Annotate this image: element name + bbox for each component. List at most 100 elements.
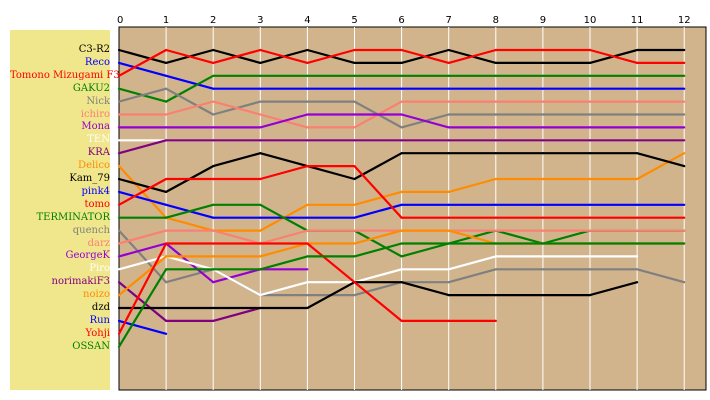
data-point (447, 48, 450, 52)
data-point (683, 281, 686, 284)
data-point (259, 74, 262, 77)
plot-area (118, 26, 707, 391)
data-point (494, 319, 497, 322)
data-point (541, 203, 545, 206)
data-point (117, 74, 121, 77)
series-line-17 (118, 255, 638, 297)
legend-entry: Nick (86, 95, 110, 107)
data-point (541, 100, 545, 103)
data-point (588, 268, 592, 271)
data-point (588, 294, 592, 297)
x-tick-label: 5 (351, 15, 357, 26)
data-point (683, 113, 686, 116)
data-point (447, 61, 450, 64)
legend-entry: tomo (84, 198, 110, 210)
data-point (636, 48, 639, 52)
data-point (117, 203, 121, 206)
legend-entry: Run (89, 314, 110, 326)
data-point (212, 216, 215, 219)
data-point (541, 61, 545, 64)
data-point (400, 152, 403, 155)
data-point (636, 229, 639, 232)
data-point (117, 255, 121, 258)
data-point (353, 281, 356, 284)
data-point (306, 87, 309, 90)
legend-entry: Tomono Mizugami F3 (10, 69, 120, 81)
data-point (117, 139, 121, 142)
data-point (447, 139, 450, 142)
data-point (212, 74, 215, 77)
data-point (588, 203, 592, 206)
data-point (259, 48, 262, 52)
data-point (588, 126, 592, 129)
data-point (636, 100, 639, 103)
data-point (165, 306, 168, 310)
data-point (165, 177, 168, 181)
data-point (259, 126, 262, 129)
data-point (636, 61, 639, 64)
series-line-20 (119, 281, 638, 310)
data-point (212, 255, 215, 258)
data-point (683, 126, 686, 129)
x-tick-label: 7 (446, 15, 452, 26)
data-point (259, 100, 262, 103)
data-point (117, 177, 121, 181)
data-point (117, 48, 121, 52)
data-point (541, 255, 545, 258)
data-point (117, 306, 121, 310)
data-point (494, 139, 497, 142)
data-point (683, 87, 686, 90)
data-point (494, 113, 497, 116)
data-point (447, 74, 450, 77)
data-point (117, 165, 121, 168)
data-point (494, 216, 497, 219)
data-point (259, 113, 262, 116)
data-point (259, 229, 262, 232)
data-point (117, 113, 121, 116)
data-point (636, 113, 639, 116)
data-point (353, 139, 356, 142)
data-point (117, 229, 121, 232)
data-point (636, 255, 639, 258)
data-point (447, 216, 450, 219)
data-point (636, 281, 639, 284)
data-point (353, 126, 356, 129)
data-point (117, 332, 121, 335)
data-point (117, 100, 121, 103)
x-tick-label: 6 (398, 15, 404, 26)
data-point (636, 87, 639, 90)
data-point (683, 242, 686, 245)
data-point (588, 139, 592, 142)
data-point (494, 177, 497, 181)
data-point (165, 100, 168, 103)
data-point (400, 87, 403, 90)
data-point (683, 48, 686, 52)
data-point (259, 203, 262, 206)
data-point (400, 268, 403, 271)
data-point (259, 216, 262, 219)
data-point (447, 229, 450, 232)
data-point (683, 165, 686, 168)
data-point (636, 139, 639, 142)
legend-entry: GeorgeK (65, 250, 111, 262)
data-point (165, 190, 168, 193)
data-point (306, 126, 309, 129)
x-tick-label: 3 (257, 15, 263, 26)
legend-entry: pink4 (81, 185, 110, 197)
x-tick-label: 1 (163, 15, 169, 26)
legend-entry: darz (87, 237, 110, 249)
data-point (165, 48, 168, 52)
legend-entry: GAKU2 (72, 82, 110, 94)
data-point (259, 306, 262, 310)
series-line-21 (118, 319, 167, 335)
data-point (117, 345, 121, 348)
data-point (165, 74, 168, 77)
legend-entry: quench (72, 224, 110, 236)
data-point (588, 229, 592, 232)
data-point (353, 216, 356, 219)
data-point (588, 113, 592, 116)
data-point (636, 242, 639, 245)
data-point (400, 61, 403, 64)
data-point (588, 177, 592, 181)
data-point (541, 113, 545, 116)
